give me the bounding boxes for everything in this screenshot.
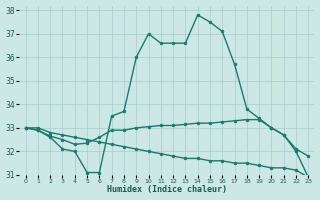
X-axis label: Humidex (Indice chaleur): Humidex (Indice chaleur) [107, 185, 227, 194]
